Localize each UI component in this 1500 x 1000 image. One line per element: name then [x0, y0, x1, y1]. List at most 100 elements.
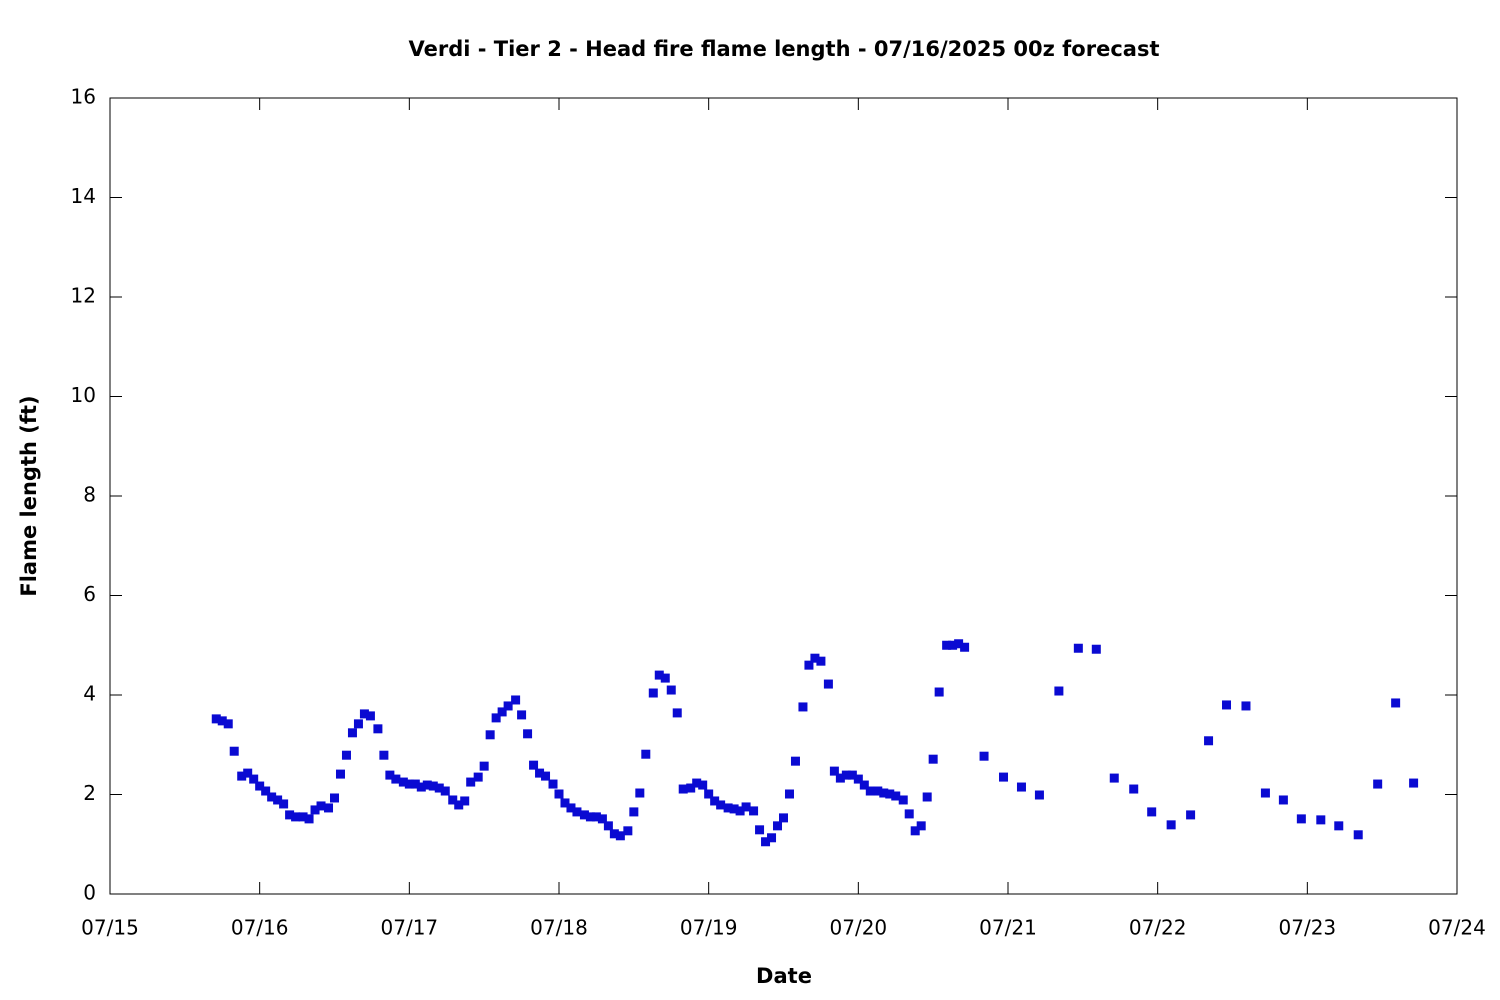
point — [816, 656, 826, 666]
point — [503, 701, 513, 711]
point — [237, 771, 247, 781]
point — [591, 812, 601, 822]
point — [273, 795, 283, 805]
point — [330, 793, 339, 803]
point — [1241, 701, 1251, 711]
point — [385, 770, 395, 780]
point — [698, 780, 708, 790]
point — [1054, 686, 1064, 696]
point — [243, 768, 253, 778]
point — [1409, 778, 1419, 788]
point — [359, 709, 369, 719]
point — [954, 639, 964, 649]
point — [335, 769, 345, 779]
point — [922, 792, 932, 802]
y-tick-label: 14 — [71, 184, 96, 208]
point — [1373, 779, 1383, 789]
point — [704, 789, 714, 799]
y-tick-label: 10 — [71, 383, 96, 407]
point — [310, 805, 320, 815]
point — [979, 751, 989, 761]
point — [1334, 821, 1344, 831]
point — [798, 702, 808, 712]
y-tick-label: 8 — [83, 483, 96, 507]
point — [560, 798, 570, 808]
point — [440, 786, 450, 796]
x-tick-label: 07/24 — [1428, 916, 1486, 940]
point — [654, 670, 664, 680]
point — [341, 750, 351, 760]
point — [379, 750, 389, 760]
point — [678, 784, 688, 794]
x-axis-label: Date — [756, 964, 812, 988]
point — [1166, 820, 1176, 830]
point — [566, 803, 576, 813]
y-tick-label: 6 — [83, 582, 96, 606]
x-tick-label: 07/16 — [231, 916, 289, 940]
point — [391, 774, 401, 784]
point — [497, 707, 507, 717]
point — [279, 799, 289, 809]
point — [1109, 773, 1119, 783]
point — [1260, 788, 1270, 798]
point — [1204, 736, 1214, 746]
point — [373, 724, 383, 734]
y-tick-label: 0 — [83, 881, 96, 905]
point — [942, 640, 952, 650]
point — [928, 754, 938, 764]
point — [535, 768, 545, 778]
point — [773, 821, 783, 831]
point — [291, 812, 301, 822]
point — [1073, 643, 1083, 653]
point — [891, 791, 901, 801]
point — [404, 779, 414, 789]
point — [1016, 782, 1026, 792]
point — [710, 796, 720, 806]
point — [910, 826, 920, 836]
point — [347, 728, 357, 738]
point — [784, 789, 794, 799]
point — [672, 708, 682, 718]
point — [885, 789, 895, 799]
point — [1091, 644, 1101, 654]
point — [285, 810, 295, 820]
x-tick-label: 07/23 — [1279, 916, 1337, 940]
point — [416, 782, 426, 792]
point — [934, 687, 944, 697]
point — [1129, 784, 1139, 794]
point — [365, 711, 375, 721]
plot-frame — [109, 97, 1458, 895]
point — [904, 809, 914, 819]
point — [1296, 814, 1306, 824]
point — [666, 685, 676, 695]
point — [523, 729, 533, 739]
point — [873, 786, 883, 796]
point — [261, 786, 271, 796]
point — [810, 653, 820, 663]
point — [324, 803, 334, 813]
y-tick-label: 16 — [71, 85, 96, 109]
point — [223, 719, 233, 729]
point — [823, 679, 833, 689]
point — [454, 800, 464, 810]
point — [529, 760, 539, 770]
point — [316, 801, 326, 811]
point — [629, 807, 639, 817]
point — [749, 806, 759, 816]
point — [804, 660, 814, 670]
point — [491, 713, 501, 723]
x-tick-label: 07/19 — [680, 916, 738, 940]
x-tick-label: 07/18 — [530, 916, 588, 940]
point — [829, 766, 839, 776]
point — [847, 770, 857, 780]
point — [1353, 830, 1363, 840]
point — [735, 806, 745, 816]
point — [841, 770, 851, 780]
point — [466, 777, 476, 787]
point — [267, 792, 277, 802]
x-tick-label: 07/20 — [830, 916, 888, 940]
point — [723, 803, 733, 813]
point — [960, 642, 970, 652]
point — [1147, 807, 1157, 817]
point — [298, 812, 308, 822]
